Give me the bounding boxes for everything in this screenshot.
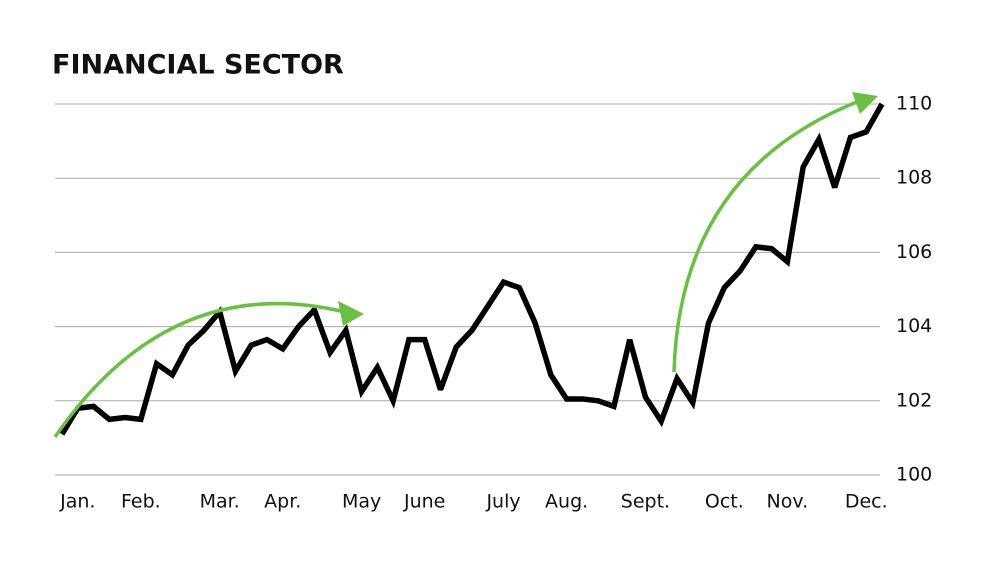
- arrow-head: [852, 92, 878, 114]
- x-tick-label: Oct.: [705, 491, 744, 513]
- x-tick-label: Jan.: [59, 491, 95, 513]
- labels: 100 102 104 106 108 110 Jan. Feb. Mar. Apr. May Jun…: [59, 93, 932, 513]
- x-tick-label: Sept.: [621, 491, 670, 513]
- y-tick-label: 106: [896, 241, 932, 263]
- trend-arrow: [53, 301, 346, 438]
- x-tick-label: Apr.: [264, 491, 301, 513]
- y-tick-label: 102: [896, 389, 932, 411]
- x-tick-label: June: [403, 491, 445, 513]
- data-line: [59, 102, 885, 436]
- arrow-head: [338, 301, 364, 326]
- x-tick-label: Feb.: [121, 491, 161, 513]
- line-layer: [59, 102, 885, 436]
- x-tick-label: July: [485, 491, 520, 513]
- trend-arrow: [672, 98, 863, 373]
- y-tick-label: 100: [896, 464, 932, 486]
- x-tick-label: Mar.: [200, 491, 240, 513]
- x-tick-label: May: [342, 491, 381, 513]
- x-tick-label: Nov.: [767, 491, 809, 513]
- x-tick-label: Dec.: [845, 491, 888, 513]
- y-tick-label: 110: [896, 93, 932, 115]
- chart-title: FINANCIAL SECTOR: [52, 50, 344, 81]
- trend-arrows: [53, 98, 863, 438]
- grid: [55, 103, 880, 476]
- y-tick-label: 104: [896, 315, 932, 337]
- x-tick-label: Aug.: [545, 491, 588, 513]
- y-tick-label: 108: [896, 167, 932, 189]
- arrow-heads: [338, 92, 878, 326]
